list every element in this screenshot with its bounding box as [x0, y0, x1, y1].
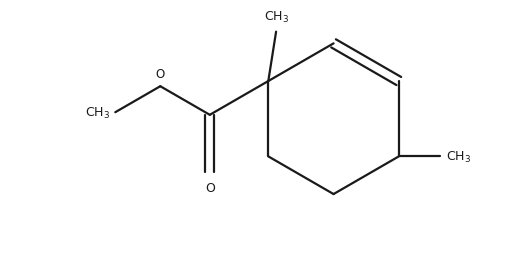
- Text: CH$_3$: CH$_3$: [263, 10, 289, 25]
- Text: O: O: [156, 68, 165, 81]
- Text: O: O: [205, 182, 215, 195]
- Text: CH$_3$: CH$_3$: [85, 105, 110, 120]
- Text: CH$_3$: CH$_3$: [446, 149, 471, 164]
